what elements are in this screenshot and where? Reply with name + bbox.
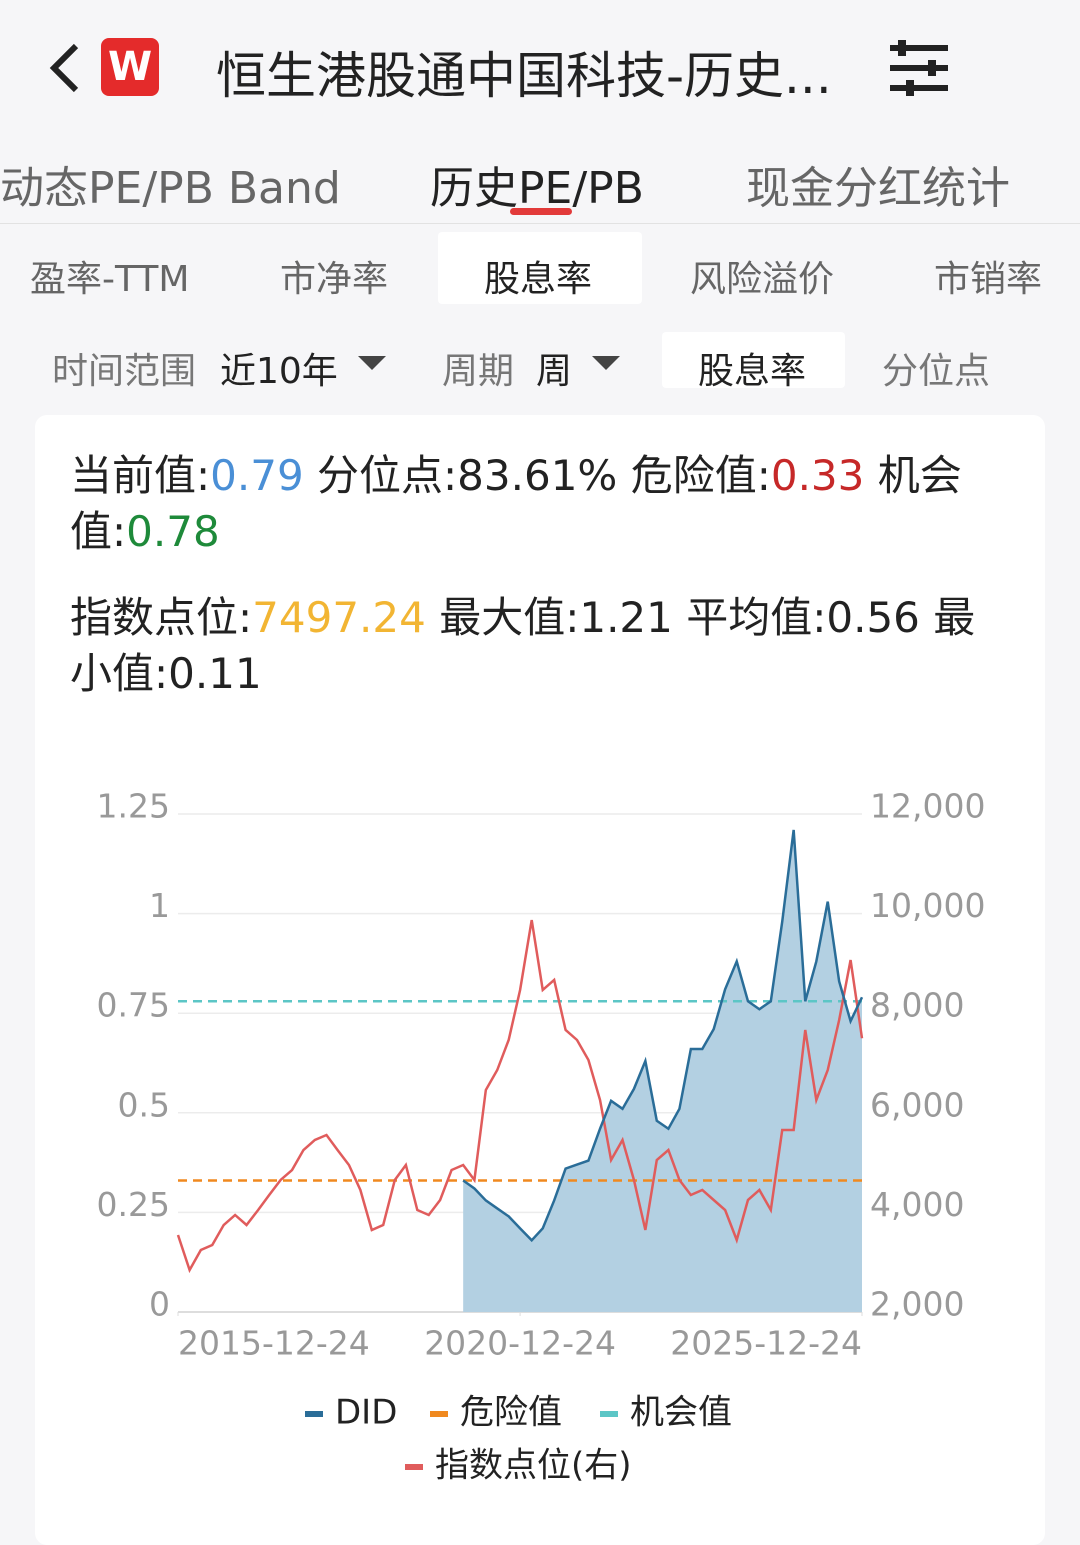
toggle[interactable]: 分位点 (882, 351, 991, 392)
stat-label: 分位点:83.61% (317, 451, 618, 500)
stat-label: 最大值:1.21 (439, 593, 673, 642)
dropdown-arrow (358, 356, 386, 370)
y-tick-label: 0 (149, 1285, 170, 1324)
stats: 当前值:0.79 分位点:83.61% 危险值:0.33 机会值:0.78 指数… (70, 448, 1010, 732)
y-tick-label: 0.5 (118, 1085, 170, 1124)
stats-line: 当前值:0.79 分位点:83.61% 危险值:0.33 机会值:0.78 (70, 448, 1010, 560)
y2-tick-label: 2,000 (870, 1285, 964, 1324)
period-value[interactable]: 周 (536, 351, 573, 392)
y-tick-label: 1.25 (97, 787, 170, 826)
stat-value: 7497.24 (252, 593, 426, 642)
stat-label: 机会值: (70, 451, 962, 556)
back-button[interactable] (44, 40, 84, 96)
x-tick-label: 2020-12-24 (424, 1324, 616, 1363)
stat-value: 0.33 (770, 451, 865, 500)
stat-label: 当前值: (70, 451, 211, 500)
toggle-active[interactable]: 股息率 (698, 351, 807, 392)
tab-underline (510, 208, 572, 215)
y2-tick-label: 6,000 (870, 1085, 964, 1124)
subtab-active[interactable]: 股息率 (484, 259, 593, 300)
stat-value: 0.79 (210, 451, 304, 500)
tab-active[interactable]: 历史PE/PB (430, 163, 644, 214)
subtab[interactable]: 盈率-TTM (30, 259, 190, 300)
series-line (462, 829, 864, 1243)
legend-label: 指数点位(右) (435, 1446, 632, 1486)
y-tick-label: 0.25 (97, 1185, 170, 1224)
tab[interactable]: 动态PE/PB Band (0, 163, 341, 214)
legend-label: DID (335, 1393, 397, 1433)
y2-tick-label: 12,000 (870, 787, 985, 826)
legend-label: 危险值 (460, 1393, 562, 1433)
logo: W (101, 38, 159, 96)
stat-label: 危险值: (630, 451, 771, 500)
y-tick-label: 0.75 (97, 986, 170, 1025)
y-tick-label: 1 (149, 886, 170, 925)
series-area (463, 829, 862, 1312)
series-line (176, 919, 864, 1274)
subtab[interactable]: 风险溢价 (690, 259, 835, 300)
stat-label: 最小值:0.11 (70, 593, 976, 698)
stat-value: 0.78 (126, 507, 220, 556)
filter-button[interactable] (888, 40, 950, 96)
stat-label: 平均值:0.56 (686, 593, 920, 642)
stat-label: 指数点位: (70, 593, 253, 642)
x-tick-label: 2015-12-24 (178, 1324, 370, 1363)
subtab-active-bg (438, 232, 642, 304)
dropdown-arrow (592, 356, 620, 370)
divider (0, 223, 1080, 224)
period-label: 周期 (442, 351, 515, 392)
stats-line: 指数点位:7497.24 最大值:1.21 平均值:0.56 最小值:0.11 (70, 590, 1010, 702)
range-label: 时间范围 (52, 351, 197, 392)
tab[interactable]: 现金分红统计 (746, 163, 1010, 214)
subtab[interactable]: 市净率 (280, 259, 389, 300)
legend-label: 机会值 (630, 1393, 732, 1433)
back-icon (49, 43, 79, 93)
range-value[interactable]: 近10年 (220, 351, 338, 392)
y2-tick-label: 8,000 (870, 986, 964, 1025)
page-title: 恒生港股通中国科技-历史... (216, 47, 832, 105)
y2-tick-label: 4,000 (870, 1185, 964, 1224)
subtab[interactable]: 市销率 (934, 259, 1043, 300)
chart: 0 0.25 0.5 0.75 1 1.25 2,000 4,000 6,000 8,000 10,… (97, 787, 986, 1486)
x-tick-label: 2025-12-24 (670, 1324, 862, 1363)
filter-icon (890, 40, 948, 96)
y2-tick-label: 10,000 (870, 886, 985, 925)
toggle-active-bg (662, 332, 845, 388)
